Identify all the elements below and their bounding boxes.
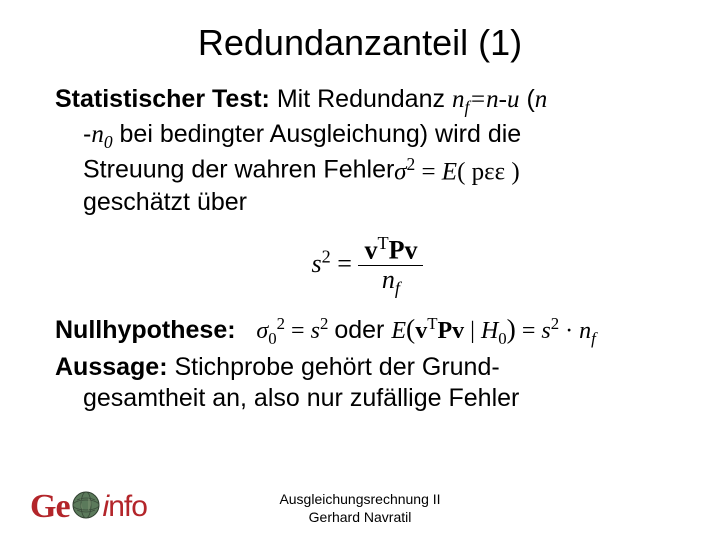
fraction-numerator: vTPv	[358, 233, 423, 266]
paren-close: )	[507, 313, 516, 344]
sigma: σ	[394, 158, 406, 185]
text-fragment: bei bedingter Ausgleichung)	[113, 120, 435, 148]
var-nf-n: n	[382, 265, 395, 294]
expect-arg: ( pεε )	[457, 158, 520, 185]
text-fragment: Stichprobe gehört der Grund-	[168, 353, 500, 381]
eq-nu: =n-u	[469, 86, 519, 113]
formula-s2: s2 = vTPv nf	[55, 233, 680, 298]
slide: Redundanzanteil (1) Statistischer Test: …	[0, 0, 720, 540]
var-s: s	[312, 249, 322, 278]
var-nf-n: n	[579, 318, 591, 344]
vec-v2: v	[404, 235, 417, 264]
lead-nullhypothese: Nullhypothese:	[55, 316, 236, 344]
var-s-sup: 2	[320, 314, 328, 333]
var-n: n	[535, 86, 548, 113]
transpose-T: T	[377, 233, 388, 253]
mat-P: P	[389, 235, 405, 264]
slide-body: Statistischer Test: Mit Redundanz nf=n-u…	[0, 74, 720, 414]
slide-footer: Ausgleichungsrechnung II Gerhard Navrati…	[0, 491, 720, 526]
paragraph-statistischer-test: Statistischer Test: Mit Redundanz nf=n-u…	[55, 84, 680, 219]
fraction-denominator: nf	[358, 266, 423, 298]
var-n0-n: n	[91, 121, 104, 148]
sigma-sup: 2	[406, 154, 415, 174]
sigma-sup: 2	[277, 314, 285, 333]
footer-line-1: Ausgleichungsrechnung II	[279, 491, 440, 507]
vec-v: v	[364, 235, 377, 264]
lead-aussage: Aussage:	[55, 353, 168, 381]
eq-sign: =	[285, 318, 311, 344]
var-H: H	[481, 318, 498, 344]
eq-sign: =	[415, 158, 442, 185]
text-fragment: geschätzt über	[83, 188, 247, 216]
text-fragment: Streuung der wahren Fehler	[83, 155, 394, 183]
sigma-sub: 0	[268, 329, 276, 348]
formula-sigma2: σ2 = E( pεε )	[422, 154, 520, 188]
cond-bar: |	[464, 318, 481, 344]
paragraph-nullhypothese: Nullhypothese: σ02 = s2 oder E(vTPv | H0…	[55, 312, 680, 350]
transpose-T: T	[427, 314, 437, 333]
mat-P: P	[437, 318, 452, 344]
dot: ·	[559, 318, 579, 344]
vec-v2: v	[452, 318, 464, 344]
text-fragment: Mit Redundanz	[270, 85, 452, 113]
var-nf-f: f	[395, 278, 400, 298]
footer-line-2: Gerhard Navratil	[309, 509, 412, 525]
paren-open: (	[406, 313, 415, 344]
vec-v: v	[415, 318, 427, 344]
var-s: s	[541, 318, 550, 344]
eq-sign: =	[331, 249, 359, 278]
expect-E: E	[391, 318, 406, 344]
formula-nh-left: σ02 = s2	[256, 318, 334, 344]
var-s-sup: 2	[322, 247, 331, 267]
var-nf-f: f	[591, 329, 596, 348]
var-nf-n: n	[452, 86, 465, 113]
text-fragment: gesamtheit an, also nur zufällige Fehler	[83, 384, 519, 412]
formula-nh-right: E(vTPv | H0) = s2 · nf	[391, 318, 596, 344]
paragraph-aussage: Aussage: Stichprobe gehört der Grund-ges…	[55, 352, 680, 415]
var-s-sup: 2	[551, 314, 559, 333]
lead-statistischer-test: Statistischer Test:	[55, 85, 270, 113]
eq-sign: =	[516, 318, 542, 344]
fraction: vTPv nf	[358, 233, 423, 298]
var-n0-sub: 0	[104, 132, 113, 152]
text-fragment: wird die	[435, 120, 521, 148]
var-s: s	[311, 318, 320, 344]
sigma: σ	[256, 318, 268, 344]
slide-title: Redundanzanteil (1)	[0, 0, 720, 74]
paren-open: (	[520, 85, 535, 113]
var-H-sub: 0	[498, 329, 506, 348]
text-oder: oder	[334, 316, 391, 344]
expect-E: E	[442, 158, 457, 185]
